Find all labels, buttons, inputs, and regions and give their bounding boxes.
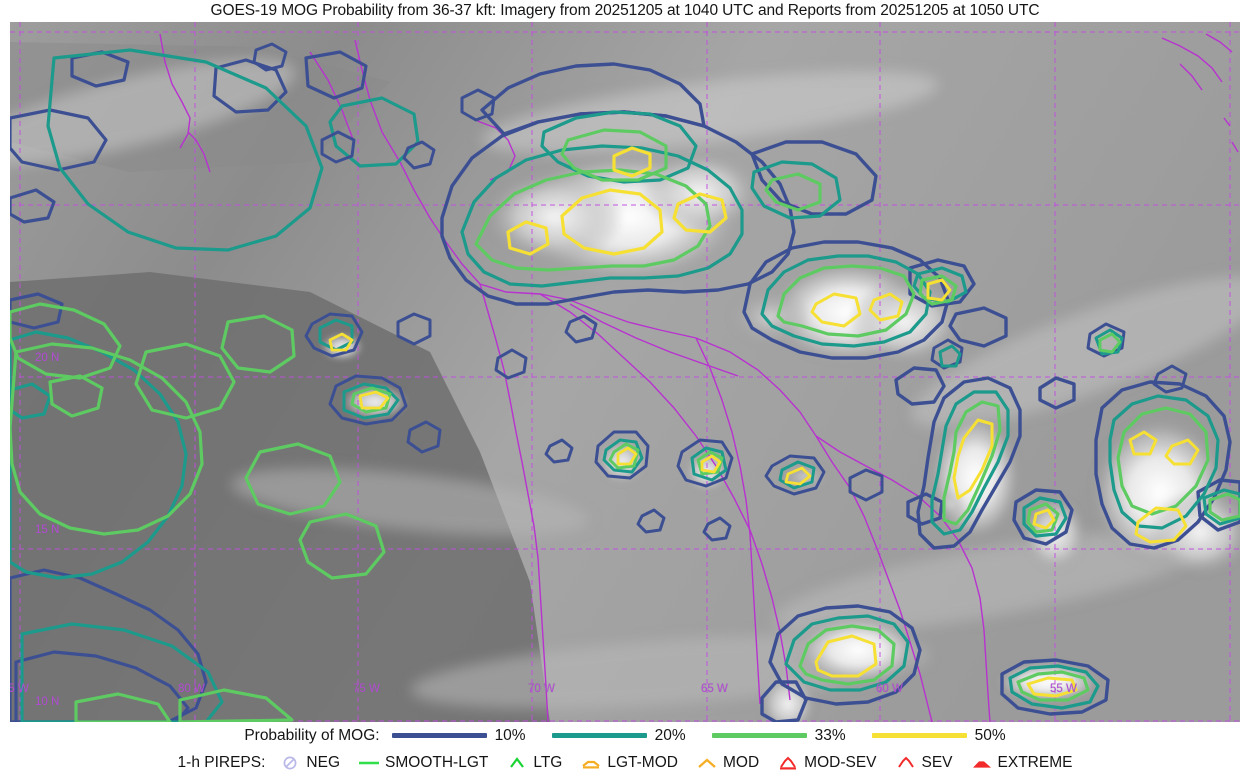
pirep-label-lgt-mod: LGT-MOD (607, 753, 678, 771)
graticule-grid-layer (10, 22, 1240, 722)
pirep-label-smooth-lgt: SMOOTH-LGT (385, 753, 489, 771)
lat-label: 15 N (35, 524, 60, 536)
pirep-legend-title: 1-h PIREPS: (177, 753, 266, 771)
legend-prob-10: 10% (391, 726, 526, 745)
legend-pirep-sev: SEV (893, 754, 953, 772)
lon-label: 85 W (10, 683, 29, 695)
pirep-label-neg: NEG (306, 753, 341, 771)
legend-pirep-smooth-lgt: SMOOTH-LGT (356, 754, 488, 772)
legend-pirep-mod-sev: MOD-SEV (775, 753, 877, 772)
prob-swatch-20-icon (551, 733, 647, 738)
lon-label: 60 W (876, 683, 903, 695)
legend-pirep-lgt-mod: LGT-MOD (578, 754, 678, 772)
filled-triangle-icon (969, 754, 995, 772)
pirep-legend-row: 1-h PIREPS: NEG SMOOTH-LGT (0, 749, 1250, 776)
neg-circle-slash-icon (277, 754, 303, 772)
prob-swatch-33-icon (711, 733, 807, 738)
satellite-imagery-layer (10, 22, 1240, 722)
prob-label-50: 50% (974, 726, 1006, 744)
lon-label: 80 W (178, 683, 205, 695)
peak-icon (893, 754, 919, 772)
probability-legend-title: Probability of MOG: (244, 726, 380, 744)
lon-label: 55 W (1050, 683, 1077, 695)
pirep-observation-layer (10, 22, 1240, 722)
lat-label: 20 N (35, 352, 60, 364)
probability-legend-row: Probability of MOG: 10% 20% 33% 50% (0, 722, 1250, 749)
prob-label-20: 20% (654, 726, 686, 744)
horizontal-line-icon (356, 754, 382, 772)
legend-prob-50: 50% (871, 726, 1006, 745)
legend-pirep-ltg: LTG (504, 754, 562, 772)
lat-label: 10 N (35, 696, 60, 708)
legend-prob-33: 33% (711, 726, 846, 745)
mog-probability-contour-layer (10, 42, 1240, 722)
legend-pirep-mod: MOD (694, 754, 759, 772)
lon-label: 65 W (701, 683, 728, 695)
pirep-label-ltg: LTG (533, 753, 563, 771)
coastline-border-layer (159, 33, 1239, 722)
pirep-label-mod: MOD (722, 753, 760, 771)
pirep-label-sev: SEV (921, 753, 953, 771)
chevron-up-icon (694, 754, 720, 772)
prob-label-10: 10% (494, 726, 526, 744)
prob-swatch-50-icon (871, 733, 967, 738)
page-title: GOES-19 MOG Probability from 36-37 kft: … (210, 2, 1040, 19)
legend-pirep-extreme: EXTREME (969, 753, 1073, 772)
legend: Probability of MOG: 10% 20% 33% 50% 1-h … (0, 722, 1250, 782)
chevron-up-icon (504, 754, 530, 772)
peak-base-icon (775, 754, 801, 772)
legend-prob-20: 20% (551, 726, 686, 745)
flat-chevron-base-icon (578, 754, 604, 772)
prob-swatch-10-icon (391, 733, 487, 738)
pirep-label-extreme: EXTREME (997, 753, 1073, 771)
lon-label: 75 W (353, 683, 380, 695)
legend-pirep-neg: NEG (277, 754, 340, 772)
lon-label: 70 W (528, 683, 555, 695)
title-bar: GOES-19 MOG Probability from 36-37 kft: … (0, 0, 1250, 22)
satellite-map-panel[interactable]: 85 W 80 W 75 W 70 W 65 W 60 W 55 W 20 N … (10, 22, 1240, 722)
prob-label-33: 33% (814, 726, 846, 744)
pirep-label-mod-sev: MOD-SEV (804, 753, 877, 771)
